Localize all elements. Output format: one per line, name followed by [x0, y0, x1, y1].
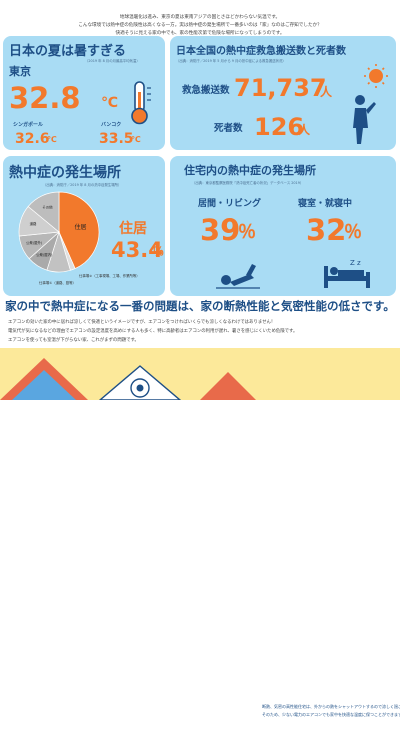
- intro-line: 快適そうに見える家の中でも、家の性能次第で危険な場所になってしまうのです。: [115, 31, 285, 36]
- bedroom-value: 32: [306, 213, 347, 247]
- pie-slice-label: 公衆(屋内): [36, 252, 53, 257]
- transport-value: 71,737: [234, 74, 327, 102]
- intro-line: 地球温暖化は進み、東京の夏は東南アジアの国とさほどかわらない気温です。: [119, 15, 281, 20]
- pie-slice-label: その他: [42, 204, 53, 209]
- tokyo-label: 東京: [9, 65, 31, 78]
- body-line: 電気代が気になるなどの理由でエアコンの設定温度を高めにする人も多く、特に高齢者は…: [8, 329, 298, 334]
- card-title: 日本全国の熱中症救急搬送数と死者数: [176, 46, 346, 57]
- card-title: 住宅内の熱中症の発生場所: [184, 164, 316, 177]
- transport-unit: 人: [320, 85, 333, 99]
- highlight-unit: ％: [153, 245, 164, 258]
- legend-note: 仕事場②（工事現場、工場、作業所等）: [79, 274, 140, 278]
- sun-person-icon: [353, 64, 388, 144]
- singapore-label: シンガポール: [13, 122, 44, 128]
- living-label: 居間・リビング: [198, 199, 262, 209]
- tokyo-value: 32.8: [9, 81, 81, 115]
- singapore-value: 32.6: [15, 131, 50, 147]
- card-title: 日本の夏は暑すぎる: [9, 44, 127, 59]
- card-source: （出典：東京都監察医務院「熱中症死亡者の状況」データベース 2019）: [192, 181, 304, 185]
- intro-text: 地球温暖化は進み、東京の夏は東南アジアの国とさほどかわらない気温です。 こんな環…: [0, 14, 400, 38]
- body-line: エアコンを使っても室温が下がらない家、これがまずの問題です。: [8, 338, 139, 343]
- thermometer-icon: [131, 81, 151, 125]
- bedroom-label: 寝室・就寝中: [298, 199, 353, 209]
- living-unit: ％: [238, 222, 256, 243]
- tokyo-unit: ℃: [101, 95, 118, 111]
- pie-slice: [58, 191, 100, 270]
- note-line: 断熱、気密の高性能住宅は、外からの熱をシャットアウトするので涼しく過ごせます。: [262, 704, 400, 709]
- legend-note: 仕事場①（道路、庭等）: [39, 281, 76, 285]
- highlight-value: 43.4: [111, 238, 163, 262]
- insulation-note: 断熱、気密の高性能住宅は、外からの熱をシャットアウトするので涼しく過ごせます。 …: [258, 700, 400, 746]
- singapore-unit: ℃: [47, 135, 57, 144]
- bed-sleeping-icon: Z z: [324, 259, 370, 288]
- bangkok-unit: ℃: [131, 135, 141, 144]
- card-source: （出典：消防庁／2019 年 5 月から 9 月の熱中症による救急搬送状況）: [176, 59, 286, 63]
- intro-line: こんな環境では熱中症の危険性は高くなる一方。実は熱中症の発生場所で一番多いのは「…: [78, 23, 322, 28]
- body-line: エアコンの効いた家の中に居れば涼しくて快適というイメージですが、エアコンをつけれ…: [8, 320, 276, 325]
- highlight-label: 住居: [119, 221, 147, 237]
- bedroom-unit: ％: [344, 222, 362, 243]
- death-unit: 人: [298, 123, 311, 137]
- note-line: そのため、少ない電力のエアコンでも家中を快適な温度に保つことができます。: [262, 712, 400, 717]
- house-illustration: [0, 358, 256, 400]
- main-headline: 家の中で熱中症になる一番の問題は、家の断熱性能と気密性能の低さです。: [5, 299, 395, 313]
- bangkok-value: 33.5: [99, 131, 134, 147]
- bottom-illustration: 断熱、気密の高性能住宅は、外からの熱をシャットアウトするので涼しく過ごせます。 …: [0, 348, 400, 746]
- card-hot-summer: 日本の夏は暑すぎる （2019 年 8 月の月最高平均気温） 東京 32.8 ℃…: [3, 36, 165, 150]
- pie-slice-label: 住居: [75, 223, 87, 231]
- pie-slice: [27, 191, 60, 233]
- card-occurrence-place: 熱中症の発生場所 （出典：消防庁／2019 年 8 月の熱中症発生場所） 住居公…: [3, 156, 165, 296]
- living-value: 39: [200, 213, 241, 247]
- card-source: （出典：消防庁／2019 年 8 月の熱中症発生場所）: [43, 183, 122, 187]
- collapsed-person-icon: [216, 264, 260, 289]
- main-body: エアコンの効いた家の中に居れば涼しくて快適というイメージですが、エアコンをつけれ…: [8, 318, 392, 345]
- card-source: （2019 年 8 月の月最高平均気温）: [85, 59, 140, 63]
- pie-slice-label: 道路: [30, 221, 37, 226]
- svg-text:Z z: Z z: [350, 259, 361, 267]
- death-label: 死者数: [214, 123, 243, 134]
- pie-slice-label: 公衆(屋外): [26, 240, 43, 245]
- transport-label: 救急搬送数: [182, 85, 230, 96]
- card-transport-deaths: 日本全国の熱中症救急搬送数と死者数 （出典：消防庁／2019 年 5 月から 9…: [170, 36, 396, 150]
- card-title: 熱中症の発生場所: [9, 165, 121, 181]
- death-value: 126: [254, 113, 305, 141]
- bangkok-label: バンコク: [101, 122, 122, 128]
- card-home-location: 住宅内の熱中症の発生場所 （出典：東京都監察医務院「熱中症死亡者の状況」データベ…: [170, 156, 396, 296]
